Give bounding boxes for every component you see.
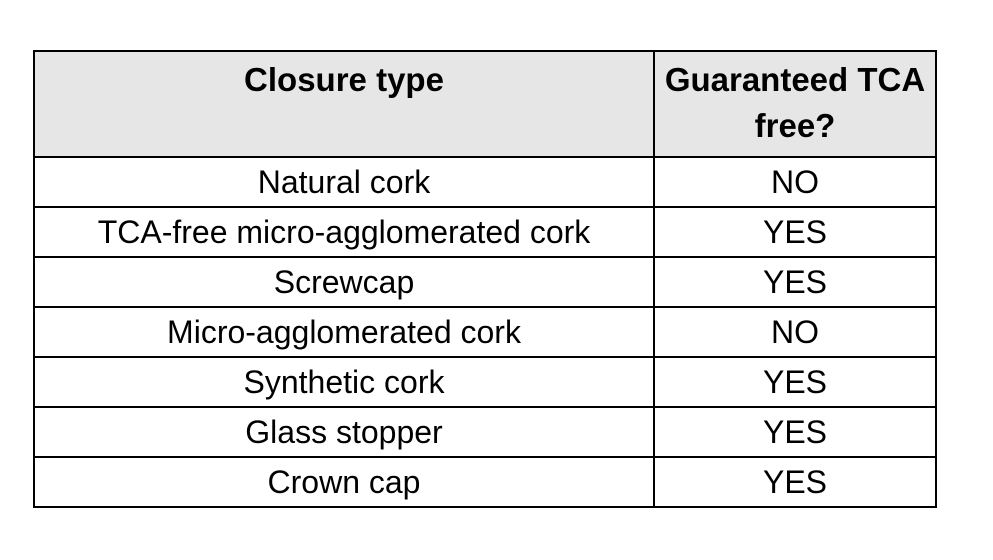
closure-cell: Screwcap	[33, 256, 655, 308]
table-row: Synthetic cork YES	[33, 356, 937, 408]
closure-cell: Natural cork	[33, 156, 655, 208]
table-row: Crown cap YES	[33, 456, 937, 508]
closure-cell: Micro-agglomerated cork	[33, 306, 655, 358]
table-row: Screwcap YES	[33, 256, 937, 308]
header-row: Closure type Guaranteed TCA free?	[33, 50, 937, 158]
table-row: Natural cork NO	[33, 156, 937, 208]
table-row: Glass stopper YES	[33, 406, 937, 458]
table-row: TCA-free micro-agglomerated cork YES	[33, 206, 937, 258]
table-header: Closure type Guaranteed TCA free?	[33, 50, 937, 158]
tca-free-cell: YES	[653, 406, 937, 458]
closure-cell: Glass stopper	[33, 406, 655, 458]
closure-cell: Synthetic cork	[33, 356, 655, 408]
tca-free-cell: NO	[653, 306, 937, 358]
closure-cell: Crown cap	[33, 456, 655, 508]
tca-free-cell: YES	[653, 206, 937, 258]
header-closure-type: Closure type	[33, 50, 655, 158]
tca-free-cell: YES	[653, 256, 937, 308]
tca-free-cell: YES	[653, 356, 937, 408]
closure-cell: TCA-free micro-agglomerated cork	[33, 206, 655, 258]
table-body: Natural cork NO TCA-free micro-agglomera…	[33, 156, 937, 508]
tca-free-cell: NO	[653, 156, 937, 208]
header-guaranteed-tca-free: Guaranteed TCA free?	[653, 50, 937, 158]
closure-tca-table: Closure type Guaranteed TCA free? Natura…	[33, 50, 937, 508]
tca-free-cell: YES	[653, 456, 937, 508]
table-row: Micro-agglomerated cork NO	[33, 306, 937, 358]
